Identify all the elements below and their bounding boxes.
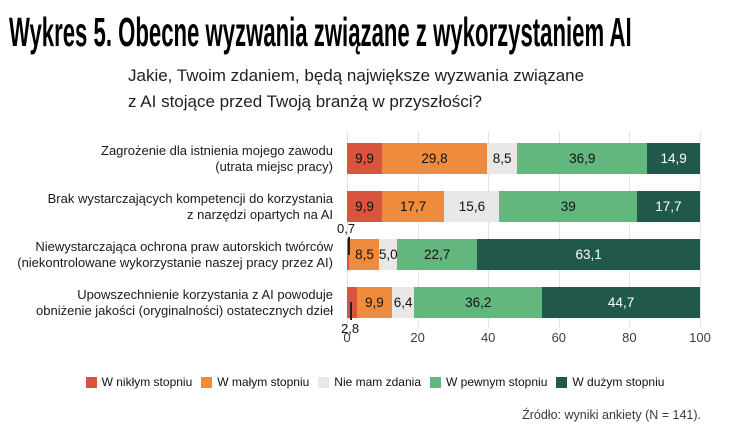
legend-label: W małym stopniu bbox=[217, 375, 310, 389]
segment-value-label: 63,1 bbox=[575, 247, 602, 262]
gridline bbox=[629, 131, 631, 327]
legend-swatch bbox=[430, 376, 441, 388]
bar-segment: 44,7 bbox=[542, 287, 700, 318]
category-label-line: Brak wystarczających kompetencji do korz… bbox=[47, 191, 333, 206]
bar-segment: 29,8 bbox=[381, 143, 488, 174]
category-label-line: (utrata miejsc pracy) bbox=[215, 158, 333, 174]
x-axis-tick-label: 40 bbox=[480, 330, 496, 345]
segment-value-label: 8,5 bbox=[355, 247, 374, 262]
segment-value-label: 15,6 bbox=[458, 199, 486, 214]
bar-segment: 36,2 bbox=[414, 287, 543, 318]
legend-label: W nikłym stopniu bbox=[101, 375, 193, 389]
category-label-line: Zagrożenie dla istnienia mojego zawodu bbox=[101, 143, 333, 158]
bar-segment: 5,0 bbox=[378, 239, 398, 270]
bar-segment: 9,9 bbox=[347, 143, 382, 174]
segment-value-label: 6,4 bbox=[393, 295, 413, 310]
bar-segment: 9,9 bbox=[347, 191, 382, 222]
bar-segment: 22,7 bbox=[397, 239, 478, 270]
legend-item: W dużym stopniu bbox=[556, 375, 664, 389]
gridline bbox=[488, 131, 490, 327]
legend-item: Nie mam zdania bbox=[318, 375, 421, 389]
category-label-line: z narzędzi opartych na AI bbox=[187, 206, 333, 222]
plot-area: 0 20 40 60 80 100 9,9 29,8 8,5 36,9 14,9 9,9 17,7 15,… bbox=[337, 131, 711, 345]
chart-subtitle: Jakie, Twoim zdaniem, będą największe wy… bbox=[128, 63, 584, 115]
segment-value-label: 29,8 bbox=[421, 151, 448, 166]
callout-value-label: 0,7 bbox=[337, 221, 356, 236]
legend-item: W pewnym stopniu bbox=[430, 375, 547, 389]
stacked-bar-2: 9,9 17,7 15,6 39 17,7 bbox=[347, 191, 700, 222]
legend-label: W pewnym stopniu bbox=[446, 375, 548, 389]
category-label-line: (niekontrolowane wykorzystanie naszej pr… bbox=[17, 254, 333, 270]
legend-swatch bbox=[318, 376, 330, 388]
segment-value-label: 8,5 bbox=[492, 151, 512, 166]
segment-value-label: 5,0 bbox=[378, 247, 398, 262]
gridline bbox=[700, 131, 701, 327]
x-axis-tick-label: 80 bbox=[622, 330, 637, 345]
category-label-line: Niewystarczająca ochrona praw autorskich… bbox=[35, 239, 333, 254]
segment-value-label: 17,7 bbox=[400, 199, 427, 214]
legend-item: W nikłym stopniu bbox=[85, 375, 193, 389]
segment-value-label: 14,9 bbox=[660, 151, 687, 166]
category-labels-column: Zagrożenie dla istnienia mojego zawodu (u… bbox=[0, 133, 340, 325]
bar-segment: 6,4 bbox=[391, 287, 415, 318]
legend: W nikłym stopniu W małym stopniu Nie mam z… bbox=[0, 375, 750, 389]
x-axis-tick-label: 60 bbox=[551, 330, 567, 345]
segment-value-label: 9,9 bbox=[364, 295, 384, 310]
legend-label: W dużym stopniu bbox=[572, 375, 665, 389]
bar-segment: 15,6 bbox=[444, 191, 500, 222]
segment-value-label: 36,9 bbox=[569, 151, 596, 166]
segment-value-label: 9,9 bbox=[355, 151, 374, 166]
stacked-bar-4: 9,9 6,4 36,2 44,7 bbox=[347, 287, 700, 318]
legend-item: W małym stopniu bbox=[201, 375, 309, 389]
legend-swatch bbox=[201, 376, 213, 388]
category-label-line: obniżenie jakości (oryginalności) ostate… bbox=[36, 302, 333, 318]
stacked-bar-1: 9,9 29,8 8,5 36,9 14,9 bbox=[347, 143, 700, 174]
segment-value-label: 36,2 bbox=[465, 295, 492, 310]
segment-value-label: 17,7 bbox=[655, 199, 682, 214]
category-label: Brak wystarczających kompetencji do korz… bbox=[0, 191, 333, 222]
segment-value-label: 44,7 bbox=[607, 295, 635, 310]
stacked-bar-3: 8,5 5,0 22,7 63,1 bbox=[347, 239, 700, 270]
bar-segment: 8,5 bbox=[487, 143, 518, 174]
segment-value-label: 9,9 bbox=[355, 199, 374, 214]
subtitle-line-1: Jakie, Twoim zdaniem, będą największe wy… bbox=[128, 66, 585, 85]
x-axis-tick-label: 0 bbox=[343, 330, 351, 345]
bar-segment: 39 bbox=[499, 191, 638, 222]
gridline bbox=[347, 131, 348, 327]
bar-segment bbox=[347, 287, 357, 318]
category-label: Upowszechnienie korzystania z AI powoduj… bbox=[0, 287, 333, 318]
bar-segment: 36,9 bbox=[517, 143, 648, 174]
subtitle-line-2: z AI stojące przed Twoją branżą w przysz… bbox=[128, 92, 483, 111]
category-label-line: Upowszechnienie korzystania z AI powoduj… bbox=[77, 287, 333, 302]
x-axis-tick-label: 100 bbox=[689, 330, 711, 345]
segment-value-label: 22,7 bbox=[424, 247, 451, 262]
x-axis-tick-label: 20 bbox=[410, 330, 425, 345]
callout-value-label: 2,8 bbox=[341, 321, 360, 336]
segment-value-label: 39 bbox=[560, 199, 576, 214]
source-note: Źródło: wyniki ankiety (N = 141). bbox=[522, 408, 701, 422]
bar-segment: 17,7 bbox=[637, 191, 700, 222]
callout-leader-line bbox=[348, 237, 350, 255]
legend-label: Nie mam zdania bbox=[334, 375, 421, 389]
chart-title: Wykres 5. Obecne wyzwania związane z wyk… bbox=[9, 9, 632, 55]
bar-segment: 14,9 bbox=[647, 143, 700, 174]
bar-segment: 63,1 bbox=[477, 239, 700, 270]
category-label: Zagrożenie dla istnienia mojego zawodu (u… bbox=[0, 143, 333, 174]
bar-segment: 8,5 bbox=[349, 239, 380, 270]
bar-segment: 9,9 bbox=[356, 287, 392, 318]
callout-leader-line bbox=[350, 302, 352, 320]
category-label: Niewystarczająca ochrona praw autorskich… bbox=[0, 239, 333, 270]
legend-swatch bbox=[556, 376, 568, 388]
gridline bbox=[558, 131, 560, 327]
bar-segment: 17,7 bbox=[381, 191, 445, 222]
legend-swatch bbox=[85, 376, 97, 388]
gridline bbox=[417, 131, 419, 327]
